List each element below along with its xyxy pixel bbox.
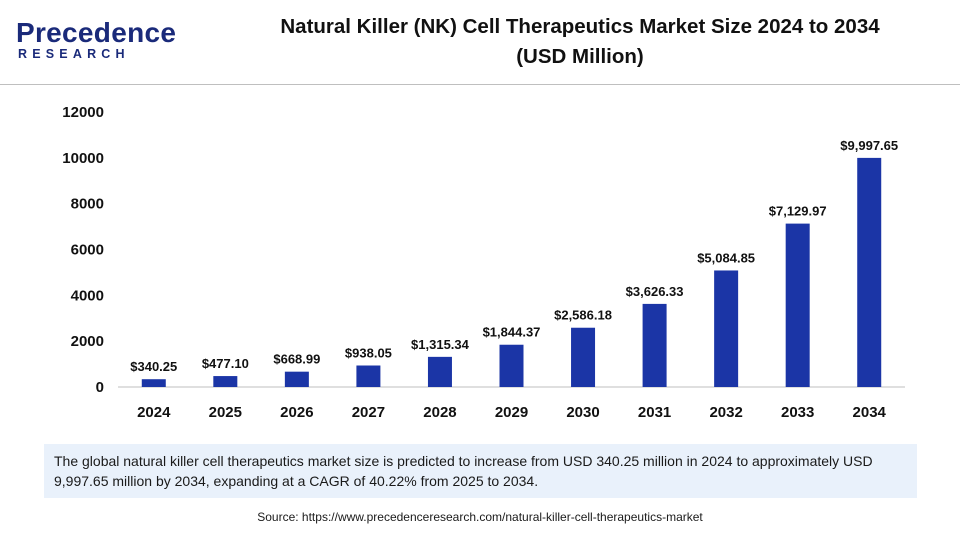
- precedence-research-logo: Precedence RESEARCH: [16, 18, 176, 62]
- bar: [642, 303, 667, 387]
- logo-subtitle: RESEARCH: [18, 47, 130, 61]
- data-label: $3,626.33: [626, 284, 684, 299]
- logo-word: Precedence: [16, 17, 177, 48]
- bar-chart: 0 2000 4000 6000 8000 10000 12000 $340.25 2024 $4…: [62, 104, 905, 421]
- bar: [427, 356, 452, 387]
- bar: [785, 223, 810, 387]
- data-label: $1,844.37: [483, 325, 541, 340]
- bar: [499, 344, 524, 387]
- y-tick-label: 8000: [71, 196, 104, 213]
- y-tick-label: 10000: [62, 150, 104, 167]
- caption-box: The global natural killer cell therapeut…: [44, 444, 917, 498]
- x-tick-label: 2033: [781, 404, 814, 421]
- x-tick-label: 2027: [352, 404, 385, 421]
- y-tick-label: 4000: [71, 287, 104, 304]
- data-label: $340.25: [130, 359, 177, 374]
- bar: [213, 376, 238, 387]
- bar: [356, 365, 381, 387]
- x-tick-label: 2034: [853, 404, 887, 421]
- data-label: $7,129.97: [769, 204, 827, 219]
- caption-text: The global natural killer cell therapeut…: [54, 453, 873, 489]
- y-tick-label: 12000: [62, 104, 104, 121]
- chart-title: Natural Killer (NK) Cell Therapeutics Ma…: [200, 12, 960, 72]
- chart-title-line2: (USD Million): [516, 45, 644, 68]
- bar: [857, 157, 882, 387]
- bar: [284, 371, 309, 387]
- x-tick-label: 2032: [709, 404, 742, 421]
- data-label: $668.99: [273, 352, 320, 367]
- bar: [714, 270, 739, 387]
- y-tick-label: 6000: [71, 242, 104, 259]
- data-label: $2,586.18: [554, 308, 612, 323]
- data-label: $477.10: [202, 356, 249, 371]
- x-tick-label: 2031: [638, 404, 671, 421]
- x-tick-label: 2026: [280, 404, 313, 421]
- data-label: $1,315.34: [411, 337, 470, 352]
- header: Precedence RESEARCH Natural Killer (NK) …: [0, 0, 960, 84]
- bar: [141, 379, 166, 387]
- data-label: $5,084.85: [697, 250, 755, 265]
- bar: [571, 327, 596, 387]
- y-tick-label: 2000: [71, 333, 104, 350]
- data-label: $9,997.65: [840, 138, 898, 153]
- chart-title-line1: Natural Killer (NK) Cell Therapeutics Ma…: [280, 15, 880, 38]
- x-tick-label: 2029: [495, 404, 528, 421]
- y-tick-label: 0: [96, 379, 104, 396]
- data-label: $938.05: [345, 346, 392, 361]
- header-divider: [0, 84, 960, 85]
- x-tick-label: 2025: [209, 404, 242, 421]
- source-text: Source: https://www.precedenceresearch.c…: [257, 510, 703, 524]
- x-tick-label: 2024: [137, 404, 171, 421]
- x-tick-label: 2028: [423, 404, 456, 421]
- x-tick-label: 2030: [566, 404, 599, 421]
